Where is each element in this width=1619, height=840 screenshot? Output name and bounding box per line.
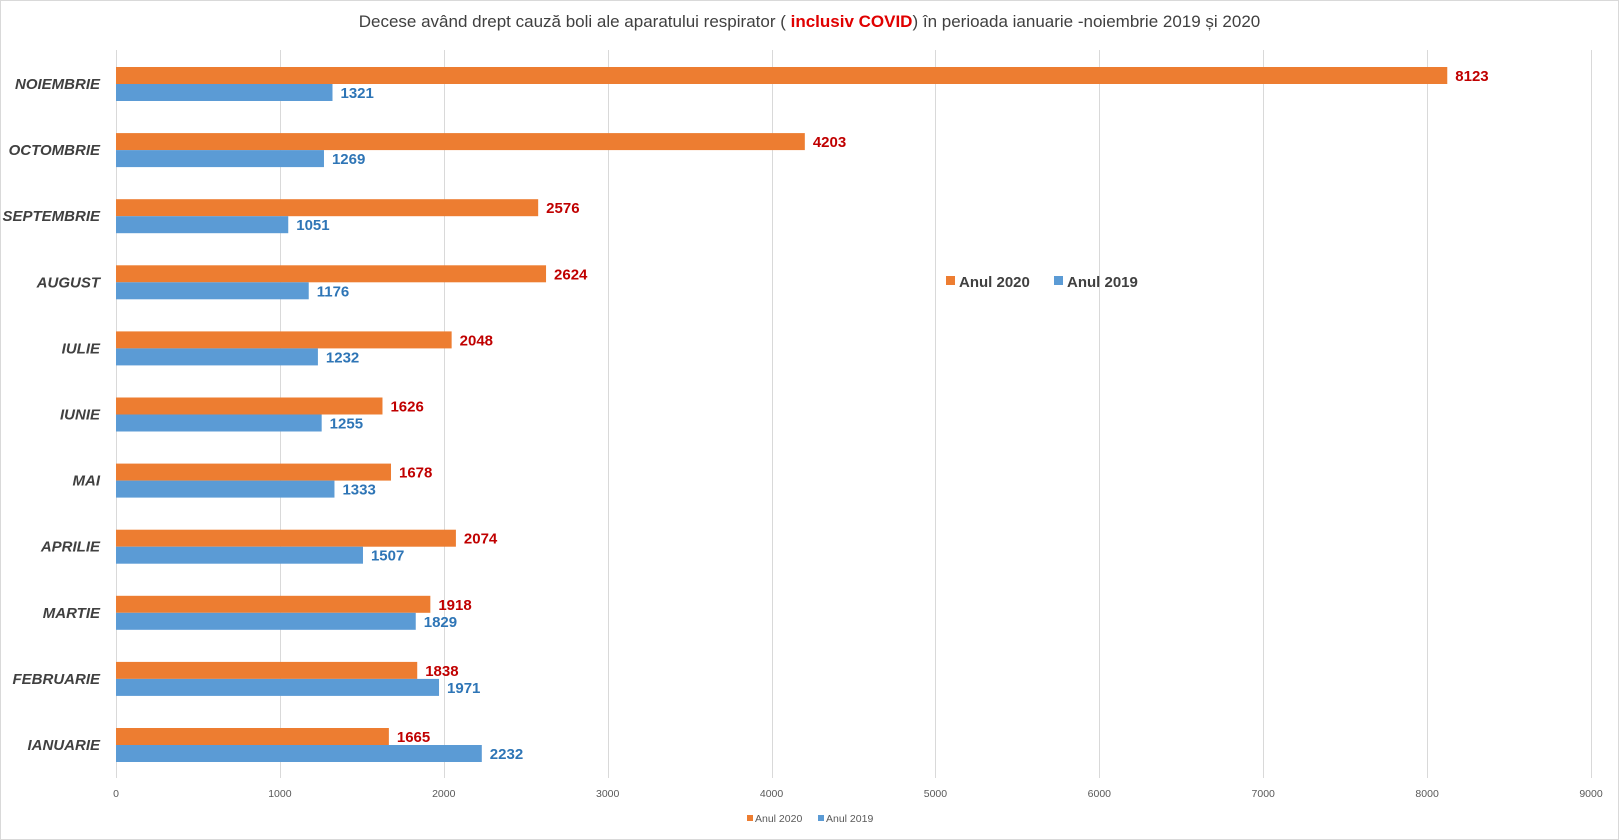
category-label: IANUARIE [27, 737, 100, 754]
x-tick-label: 8000 [1415, 788, 1439, 800]
category-label: FEBRUARIE [12, 671, 100, 688]
category-label: NOIEMBRIE [15, 76, 101, 93]
data-label-2019: 1971 [447, 680, 480, 697]
gridlines [116, 50, 1592, 778]
bar-2019-noiembrie [116, 84, 333, 101]
category-label: IULIE [62, 340, 101, 357]
x-tick-label: 5000 [924, 788, 948, 800]
data-label-2019: 1232 [326, 349, 359, 366]
bar-2019-august [116, 282, 309, 300]
bar-2020-octombrie [116, 133, 805, 151]
bar-2020-mai [116, 463, 392, 481]
data-label-2020: 1626 [390, 399, 423, 416]
data-label-2019: 1255 [330, 416, 363, 433]
x-tick-label: 9000 [1579, 788, 1603, 800]
bar-2019-iulie [116, 348, 318, 366]
legend-bottom-label-2019[interactable]: Anul 2019 [826, 813, 873, 825]
bar-2020-iunie [116, 397, 383, 415]
bar-2019-aprilie [116, 546, 363, 564]
data-label-2019: 1176 [317, 283, 350, 300]
chart-title-prefix: Decese având drept cauză boli ale aparat… [358, 12, 791, 31]
bar-2019-ianuarie [116, 745, 482, 762]
category-label: MAI [73, 473, 101, 490]
data-label-2020: 2074 [464, 531, 498, 548]
category-label: IUNIE [60, 407, 101, 424]
data-label-2019: 1507 [371, 548, 404, 565]
value-axis: 0 1000 2000 3000 4000 5000 6000 7000 8000 9000 [113, 788, 1603, 800]
category-label: SEPTEMBRIE [2, 208, 101, 225]
x-tick-label: 1000 [268, 788, 292, 800]
legend-inside[interactable]: Anul 2020 Anul 2019 [946, 274, 1138, 291]
data-label-2020: 2624 [554, 266, 588, 283]
bar-2019-octombrie [116, 150, 324, 168]
x-tick-label: 0 [113, 788, 119, 800]
data-label-2019: 1333 [342, 482, 375, 499]
data-label-2020: 2048 [460, 332, 493, 349]
legend-bottom[interactable]: Anul 2020 Anul 2019 [747, 813, 873, 825]
data-label-2020: 1918 [438, 597, 471, 614]
bar-2019-mai [116, 480, 335, 498]
category-label: MARTIE [43, 605, 101, 622]
data-label-2019: 1829 [424, 614, 457, 631]
chart-title: Decese având drept cauză boli ale aparat… [0, 12, 1619, 32]
legend-swatch-2019 [1054, 276, 1063, 285]
legend-bottom-swatch-2019 [818, 815, 824, 821]
x-tick-label: 2000 [432, 788, 456, 800]
category-label: OCTOMBRIE [9, 142, 101, 159]
data-label-2020: 8123 [1455, 68, 1488, 85]
category-label: AUGUST [36, 274, 102, 291]
data-label-2019: 2232 [490, 746, 523, 763]
data-label-2019: 1321 [340, 85, 373, 102]
legend-label-2020[interactable]: Anul 2020 [959, 274, 1030, 291]
bar-2019-septembrie [116, 216, 289, 234]
bar-2020-ianuarie [116, 728, 389, 745]
legend-swatch-2020 [946, 276, 955, 285]
bar-2020-martie [116, 595, 431, 613]
bar-2019-februarie [116, 678, 440, 696]
category-axis: IANUARIE FEBRUARIE MARTIE APRILIE MAI IUNIE IU… [2, 76, 101, 754]
chart-title-suffix: ) în perioada ianuarie -noiembrie 2019 ș… [912, 12, 1261, 31]
bar-2020-noiembrie [116, 67, 1448, 84]
bar-2020-septembrie [116, 199, 539, 217]
chart-title-highlight: inclusiv COVID [790, 12, 913, 31]
x-tick-label: 3000 [596, 788, 620, 800]
legend-label-2019[interactable]: Anul 2019 [1067, 274, 1138, 291]
x-tick-label: 6000 [1088, 788, 1112, 800]
bar-2020-august [116, 265, 547, 283]
bar-2020-februarie [116, 661, 418, 679]
bars [116, 67, 1448, 762]
legend-bottom-label-2020[interactable]: Anul 2020 [755, 813, 802, 825]
legend-bottom-swatch-2020 [747, 815, 753, 821]
bar-2019-iunie [116, 414, 322, 432]
x-tick-label: 7000 [1252, 788, 1276, 800]
data-label-2020: 1665 [397, 729, 430, 746]
category-label: APRILIE [40, 539, 101, 556]
data-label-2019: 1269 [332, 151, 365, 168]
data-label-2020: 1678 [399, 465, 432, 482]
bar-2019-martie [116, 612, 416, 630]
x-tick-label: 4000 [760, 788, 784, 800]
data-label-2020: 2576 [546, 200, 579, 217]
bar-2020-aprilie [116, 529, 456, 547]
bar-2020-iulie [116, 331, 452, 349]
data-label-2020: 4203 [813, 134, 846, 151]
data-label-2020: 1838 [425, 663, 458, 680]
data-label-2019: 1051 [296, 217, 329, 234]
